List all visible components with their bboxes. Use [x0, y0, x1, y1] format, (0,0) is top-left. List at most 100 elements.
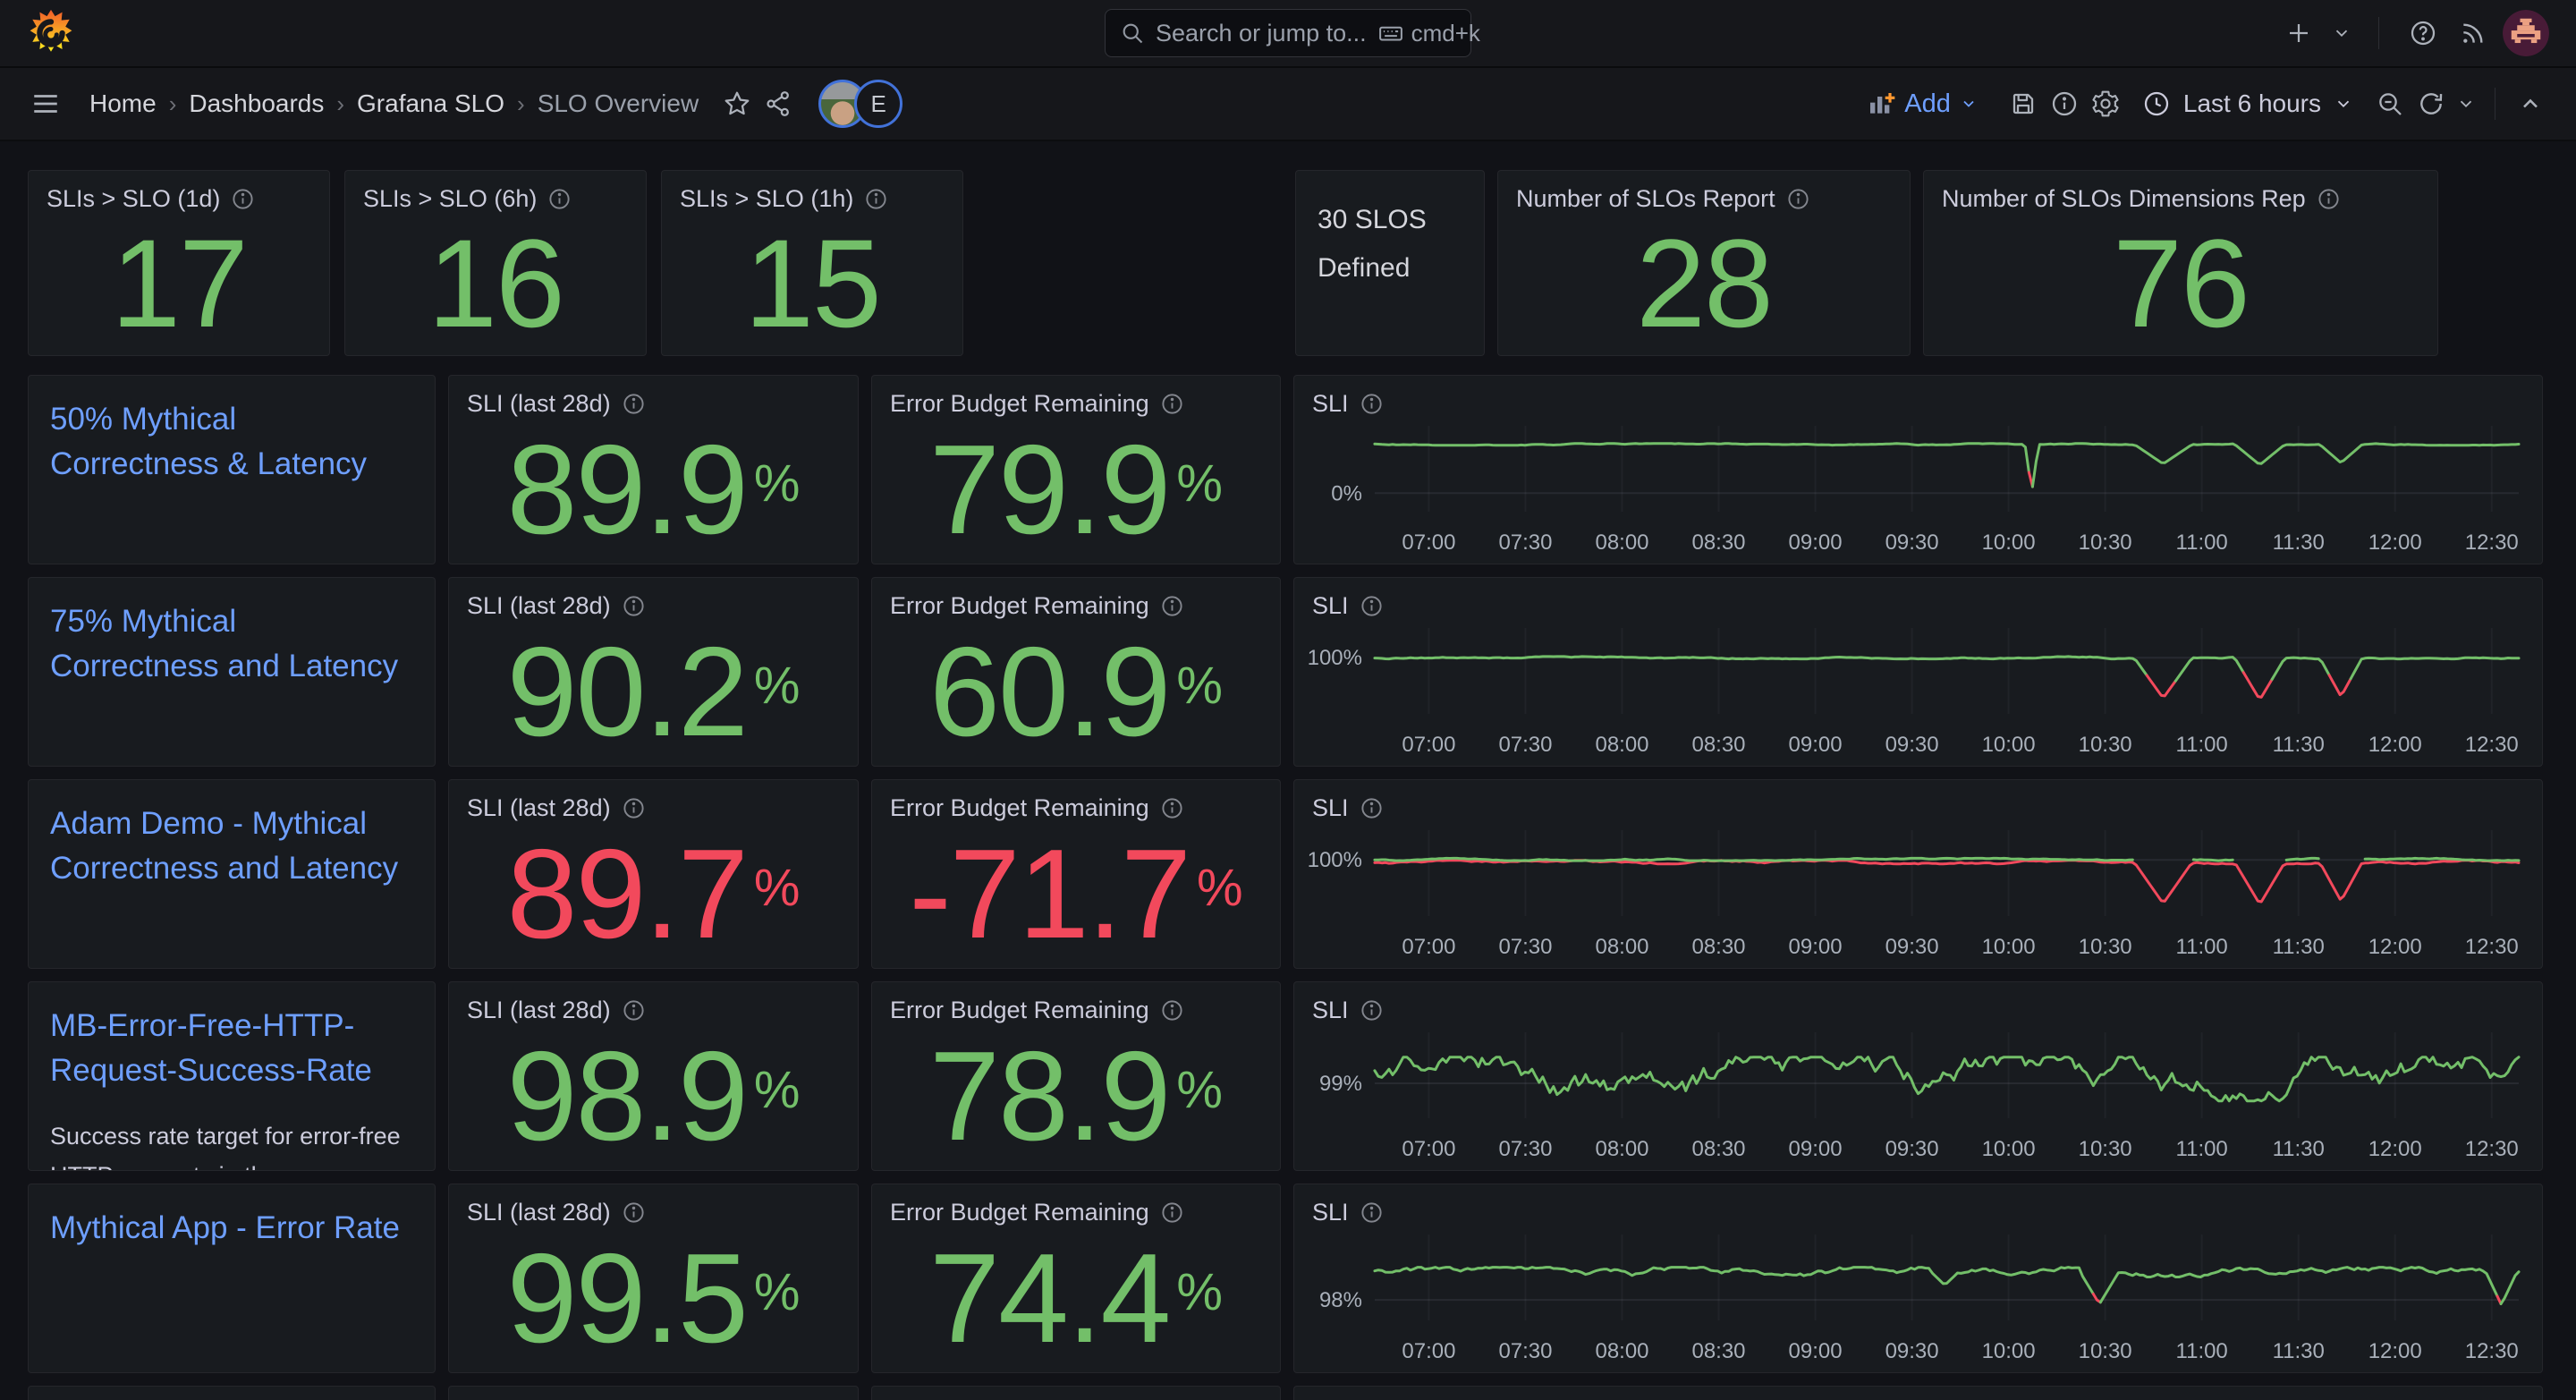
- sli-time-series[interactable]: 07:00 07:30 08:00 08:30 09:00 09:30 10:00 10:30…: [1294, 982, 2542, 1170]
- svg-text:10:00: 10:00: [1982, 1137, 2036, 1161]
- panel-title[interactable]: Number of SLOs Dimensions Rep: [1942, 185, 2306, 212]
- help-icon[interactable]: [2402, 13, 2444, 54]
- svg-text:07:00: 07:00: [1402, 733, 1455, 757]
- new-chevron-down-icon[interactable]: [2328, 13, 2355, 54]
- news-rss-icon[interactable]: [2453, 13, 2494, 54]
- dashboard-settings-icon[interactable]: [2085, 83, 2126, 124]
- save-dashboard-icon[interactable]: [2003, 83, 2044, 124]
- panel-title[interactable]: Error Budget Remaining: [890, 592, 1149, 619]
- info-icon[interactable]: [1160, 392, 1184, 416]
- add-panel-button[interactable]: Add: [1867, 89, 1978, 119]
- slo-link[interactable]: 50% Mythical Correctness & Latency: [50, 402, 368, 481]
- info-icon[interactable]: [622, 796, 646, 820]
- info-icon[interactable]: [1160, 594, 1184, 618]
- info-icon[interactable]: [622, 998, 646, 1022]
- breadcrumb-separator: ›: [336, 89, 345, 117]
- new-button[interactable]: [2278, 13, 2319, 54]
- info-icon[interactable]: [622, 1201, 646, 1225]
- info-icon[interactable]: [1360, 796, 1384, 820]
- stat-value: 17: [111, 213, 249, 353]
- slo-name-panel: Mythical App - Error Rate: [28, 1184, 436, 1373]
- viewer-avatar-letter[interactable]: E: [854, 80, 903, 128]
- info-icon[interactable]: [864, 187, 888, 211]
- info-icon[interactable]: [2317, 187, 2341, 211]
- user-avatar[interactable]: [2503, 10, 2549, 56]
- refresh-interval-chevron-icon[interactable]: [2452, 83, 2480, 124]
- panel-title[interactable]: SLI (last 28d): [467, 794, 611, 821]
- info-icon[interactable]: [1360, 998, 1384, 1022]
- info-icon[interactable]: [622, 392, 646, 416]
- svg-text:08:00: 08:00: [1595, 1137, 1648, 1161]
- zoom-out-icon[interactable]: [2369, 83, 2411, 124]
- panel-title[interactable]: Error Budget Remaining: [890, 390, 1149, 417]
- panel-title[interactable]: Error Budget Remaining: [890, 997, 1149, 1023]
- panel-title[interactable]: SLI: [1312, 1199, 1349, 1226]
- stat-value: 78.9: [929, 1025, 1171, 1167]
- kiosk-mode-icon[interactable]: [2510, 83, 2551, 124]
- stat-value: 15: [744, 213, 882, 353]
- search-input[interactable]: Search or jump to... cmd+k: [1105, 9, 1480, 57]
- slo-link[interactable]: MB-Error-Free-HTTP-Request-Success-Rate: [50, 1008, 372, 1088]
- info-icon[interactable]: [1360, 594, 1384, 618]
- slo-row: 75% Mythical Correctness and Latency SLI…: [28, 577, 2543, 767]
- star-icon[interactable]: [716, 83, 758, 124]
- svg-text:11:00: 11:00: [2176, 1137, 2228, 1161]
- stat-value: -71.7: [909, 823, 1191, 965]
- slo-link[interactable]: 75% Mythical Correctness and Latency: [50, 604, 399, 683]
- stat-panel: SLIs > SLO (1h) 15: [661, 170, 963, 356]
- svg-text:10:30: 10:30: [2079, 1137, 2132, 1161]
- refresh-icon[interactable]: [2411, 83, 2452, 124]
- sli-time-series[interactable]: 07:00 07:30 08:00 08:30 09:00 09:30 10:00 10:30…: [1294, 578, 2542, 766]
- panel-title[interactable]: SLI (last 28d): [467, 1199, 611, 1226]
- panel-title[interactable]: SLI: [1312, 592, 1349, 619]
- svg-text:11:30: 11:30: [2273, 1339, 2325, 1363]
- info-icon[interactable]: [1360, 392, 1384, 416]
- info-icon[interactable]: [622, 594, 646, 618]
- info-icon[interactable]: [1160, 796, 1184, 820]
- svg-text:98%: 98%: [1319, 1288, 1362, 1312]
- panel-title[interactable]: SLIs > SLO (1d): [47, 185, 221, 212]
- info-icon[interactable]: [547, 187, 572, 211]
- svg-text:10:00: 10:00: [1982, 1339, 2036, 1363]
- svg-text:09:30: 09:30: [1885, 1339, 1939, 1363]
- breadcrumb-dashboards[interactable]: Dashboards: [189, 89, 325, 117]
- panel-title[interactable]: SLI (last 28d): [467, 390, 611, 417]
- panel-title[interactable]: SLI: [1312, 794, 1349, 821]
- panel-title[interactable]: SLIs > SLO (1h): [680, 185, 854, 212]
- breadcrumb-current: SLO Overview: [537, 89, 699, 117]
- dashboard-insights-icon[interactable]: [2044, 83, 2085, 124]
- info-icon[interactable]: [231, 187, 255, 211]
- panel-title[interactable]: SLI (last 28d): [467, 592, 611, 619]
- sli-time-series[interactable]: 07:00 07:30 08:00 08:30 09:00 09:30 10:00 10:30…: [1294, 376, 2542, 564]
- panel-title[interactable]: Error Budget Remaining: [890, 1199, 1149, 1226]
- breadcrumb-folder[interactable]: Grafana SLO: [357, 89, 505, 117]
- toolbar-divider: [2495, 88, 2496, 120]
- svg-text:11:00: 11:00: [2176, 1339, 2228, 1363]
- sli-time-series[interactable]: 07:00 07:30 08:00 08:30 09:00 09:30 10:00 10:30…: [1294, 1184, 2542, 1372]
- panel-title[interactable]: Number of SLOs Report: [1516, 185, 1775, 212]
- slo-row: Mythical App - Error Rate SLI (last 28d)…: [28, 1184, 2543, 1373]
- slos-defined-text: 30 SLOS Defined: [1318, 205, 1427, 283]
- nav-divider: [2378, 17, 2379, 49]
- sli-time-series[interactable]: 07:00 07:30 08:00 08:30 09:00 09:30 10:00 10:30…: [1294, 780, 2542, 968]
- panel-title[interactable]: SLI (last 28d): [467, 997, 611, 1023]
- time-range-picker[interactable]: Last 6 hours: [2142, 89, 2353, 118]
- panel-title[interactable]: SLI: [1312, 997, 1349, 1023]
- breadcrumb-home[interactable]: Home: [89, 89, 157, 117]
- panel-title[interactable]: SLIs > SLO (6h): [363, 185, 538, 212]
- peek-panel: [28, 1386, 436, 1400]
- info-icon[interactable]: [1786, 187, 1810, 211]
- info-icon[interactable]: [1160, 998, 1184, 1022]
- stat-value: 74.4: [929, 1227, 1171, 1370]
- slos-defined-text-panel: 30 SLOS Defined: [1295, 170, 1485, 356]
- panel-title[interactable]: Error Budget Remaining: [890, 794, 1149, 821]
- info-icon[interactable]: [1360, 1201, 1384, 1225]
- grafana-logo[interactable]: [27, 9, 75, 57]
- menu-icon[interactable]: [25, 83, 66, 124]
- slo-link[interactable]: Mythical App - Error Rate: [50, 1210, 400, 1245]
- share-icon[interactable]: [758, 83, 799, 124]
- stat-panel: SLIs > SLO (6h) 16: [344, 170, 647, 356]
- slo-link[interactable]: Adam Demo - Mythical Correctness and Lat…: [50, 806, 399, 886]
- panel-title[interactable]: SLI: [1312, 390, 1349, 417]
- info-icon[interactable]: [1160, 1201, 1184, 1225]
